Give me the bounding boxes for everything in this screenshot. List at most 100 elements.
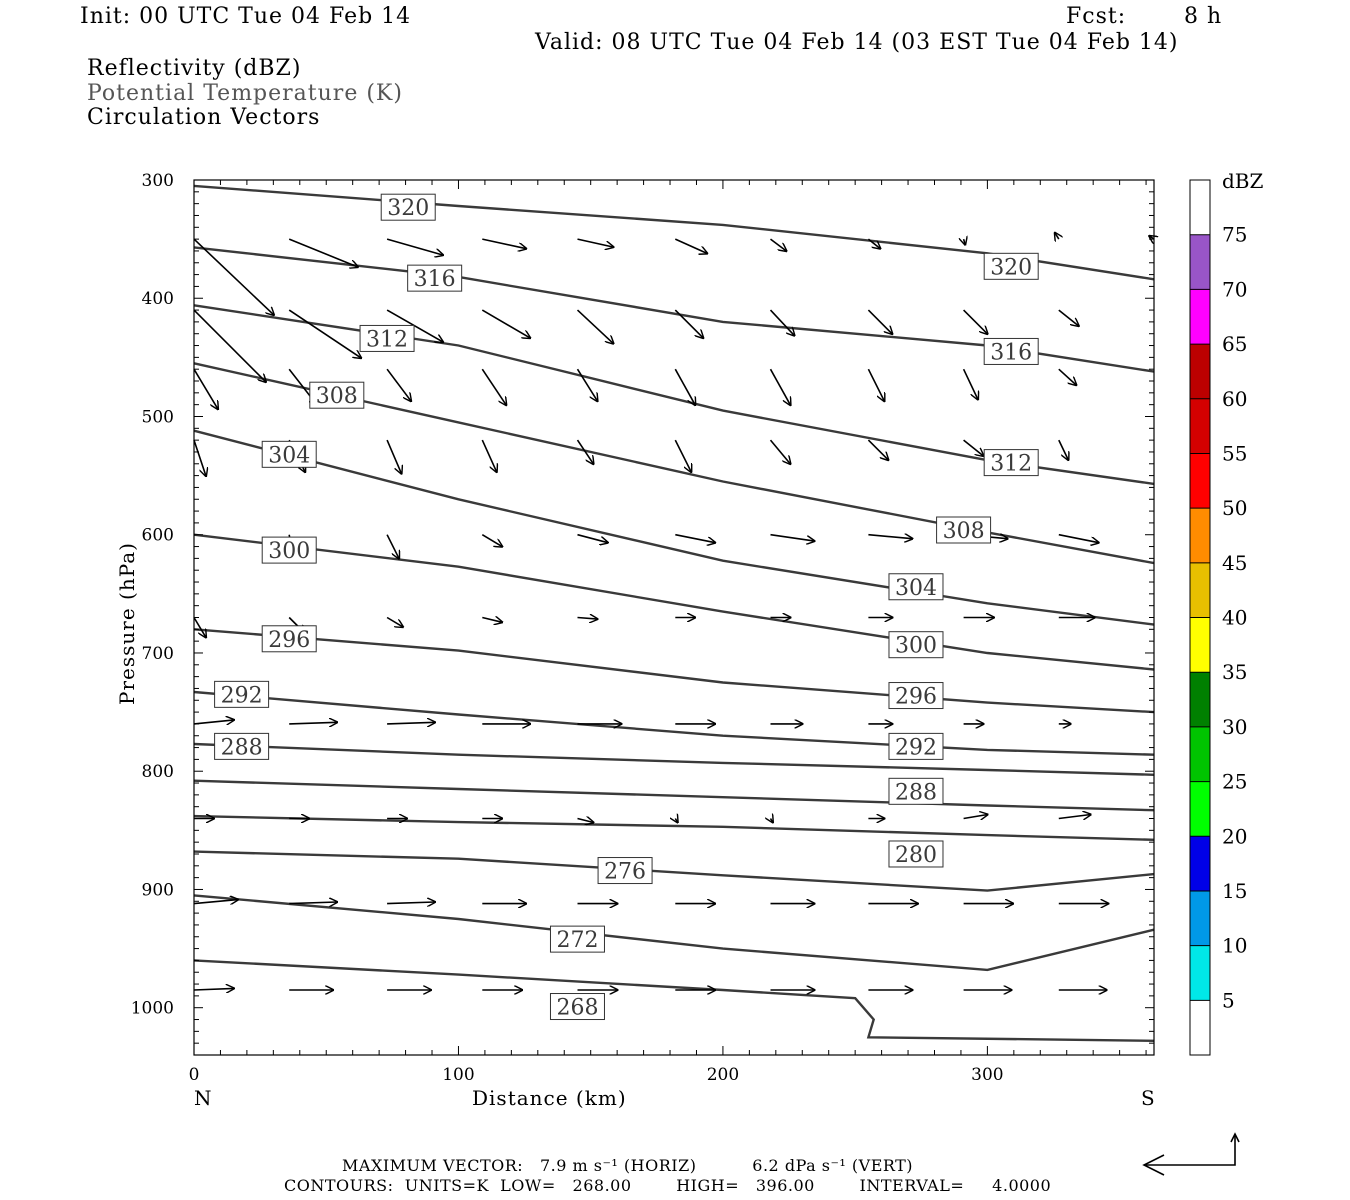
contour-label-box: [380, 193, 436, 221]
circulation-vector: [769, 368, 791, 405]
contour-label-text: 300: [268, 539, 310, 564]
dbz-colorbar: dBZ 5 10 15 20 25 30 35 40 45 50 55 60 65 70 75: [1189, 169, 1264, 1056]
circulation-vector: [193, 368, 218, 409]
colorbar-swatch: [1190, 398, 1210, 454]
circulation-vector: [674, 238, 707, 253]
contour-label-box: [261, 536, 317, 564]
contour-label: 316: [983, 337, 1039, 365]
cross-section-chart: 3203203163163123123083083043043003002962…: [115, 169, 1264, 1110]
contour-label-box: [888, 631, 944, 659]
circulation-vector: [675, 819, 677, 823]
contour-label-box: [888, 732, 944, 760]
contour-label-box: [407, 264, 463, 292]
contour-label: 292: [888, 732, 944, 760]
contour-label-text: 288: [221, 735, 263, 760]
contour-label-text: 316: [414, 267, 456, 292]
colorbar-label: 60: [1222, 387, 1247, 411]
x-tick-label: 200: [707, 1065, 739, 1085]
contour-label-box: [983, 252, 1039, 280]
theta-contour-292: [193, 690, 1155, 756]
forecast-hours: 8 h: [1184, 4, 1223, 29]
circulation-vector: [1058, 439, 1069, 460]
contour-label-text: 308: [316, 384, 358, 409]
contour-label-box: [983, 337, 1039, 365]
circulation-vector: [386, 368, 411, 401]
circulation-vector: [193, 617, 206, 638]
circulation-vector: [770, 238, 787, 251]
colorbar-label: 15: [1222, 879, 1247, 903]
theta-contour-284: [193, 779, 1155, 812]
circulation-vector: [675, 533, 715, 543]
y-tick-label: 1000: [131, 999, 174, 1019]
circulation-vector: [577, 238, 614, 247]
contour-label: 300: [888, 631, 944, 659]
contour-label-text: 292: [895, 735, 937, 760]
y-tick-label: 800: [142, 762, 174, 782]
circulation-vector: [769, 439, 791, 464]
contour-label-text: 296: [268, 628, 310, 653]
circulation-vector: [964, 239, 966, 245]
theta-contour-320: [193, 184, 1155, 281]
init-time: Init: 00 UTC Tue 04 Feb 14: [80, 4, 412, 29]
colorbar-swatch: [1190, 453, 1210, 509]
theta-contour-304: [193, 429, 1155, 626]
field-vectors-label: Circulation Vectors: [87, 105, 321, 130]
contour-label: 304: [888, 573, 944, 601]
colorbar-units: dBZ: [1222, 169, 1264, 193]
contour-label-text: 272: [556, 928, 598, 953]
circulation-vector: [193, 900, 238, 904]
circulation-vector: [481, 534, 502, 547]
contour-label-box: [214, 680, 270, 708]
contour-label-text: 320: [387, 196, 429, 221]
axis-ticks: 300 400 500 600 700 800 900 1000 0 100 200 300: [131, 171, 1154, 1085]
contour-label-box: [261, 440, 317, 468]
circulation-vector: [481, 368, 506, 405]
contour-label-box: [983, 449, 1039, 477]
circulation-vector: [386, 238, 443, 255]
plot-frame: [193, 179, 1155, 1056]
contour-label-text: 304: [895, 576, 937, 601]
circulation-vector: [769, 309, 795, 336]
colorbar-frame: [1189, 179, 1211, 1056]
contour-label: 312: [359, 324, 415, 352]
contour-label: 268: [549, 993, 605, 1021]
circulation-vector: [386, 309, 443, 342]
circulation-vector: [576, 309, 614, 344]
north-label: N: [194, 1086, 212, 1110]
contour-label: 308: [309, 381, 365, 409]
colorbar-label: 10: [1222, 934, 1247, 958]
colorbar-swatch: [1190, 617, 1210, 673]
colorbar-label: 30: [1222, 715, 1247, 739]
circulation-vector: [481, 439, 496, 472]
south-label: S: [1141, 1086, 1155, 1110]
x-axis-title: Distance (km): [472, 1086, 627, 1110]
colorbar-swatch: [1190, 781, 1210, 837]
y-tick-label: 500: [142, 407, 174, 427]
circulation-vector: [289, 722, 337, 724]
theta-contour-268: [193, 959, 1155, 1042]
theta-contour-296: [193, 628, 1155, 714]
contour-label: 304: [261, 440, 317, 468]
colorbar-swatch: [1190, 945, 1210, 1001]
colorbar-swatch: [1190, 836, 1210, 891]
colorbar-swatch: [1190, 890, 1210, 946]
circulation-vector: [386, 534, 399, 559]
contour-label-box: [936, 516, 992, 544]
contour-label: 320: [983, 252, 1039, 280]
circulation-vector: [1058, 815, 1091, 819]
theta-contour-288: [193, 742, 1155, 776]
y-tick-label: 400: [142, 289, 174, 309]
colorbar-swatch: [1190, 180, 1210, 235]
colorbar-label: 65: [1222, 332, 1247, 356]
colorbar-label: 50: [1222, 496, 1247, 520]
max-vector-info: MAXIMUM VECTOR: 7.9 m s⁻¹ (HORIZ) 6.2 dP…: [342, 1156, 914, 1175]
circulation-vector: [867, 439, 888, 460]
contour-label-box: [309, 381, 365, 409]
contour-label: 296: [888, 682, 944, 710]
y-tick-label: 700: [142, 644, 174, 664]
theta-contour-316: [193, 246, 1155, 373]
colorbar-swatch: [1190, 672, 1210, 727]
contour-label-box: [214, 732, 270, 760]
circulation-vector: [387, 902, 435, 904]
colorbar-swatch: [1190, 234, 1210, 290]
